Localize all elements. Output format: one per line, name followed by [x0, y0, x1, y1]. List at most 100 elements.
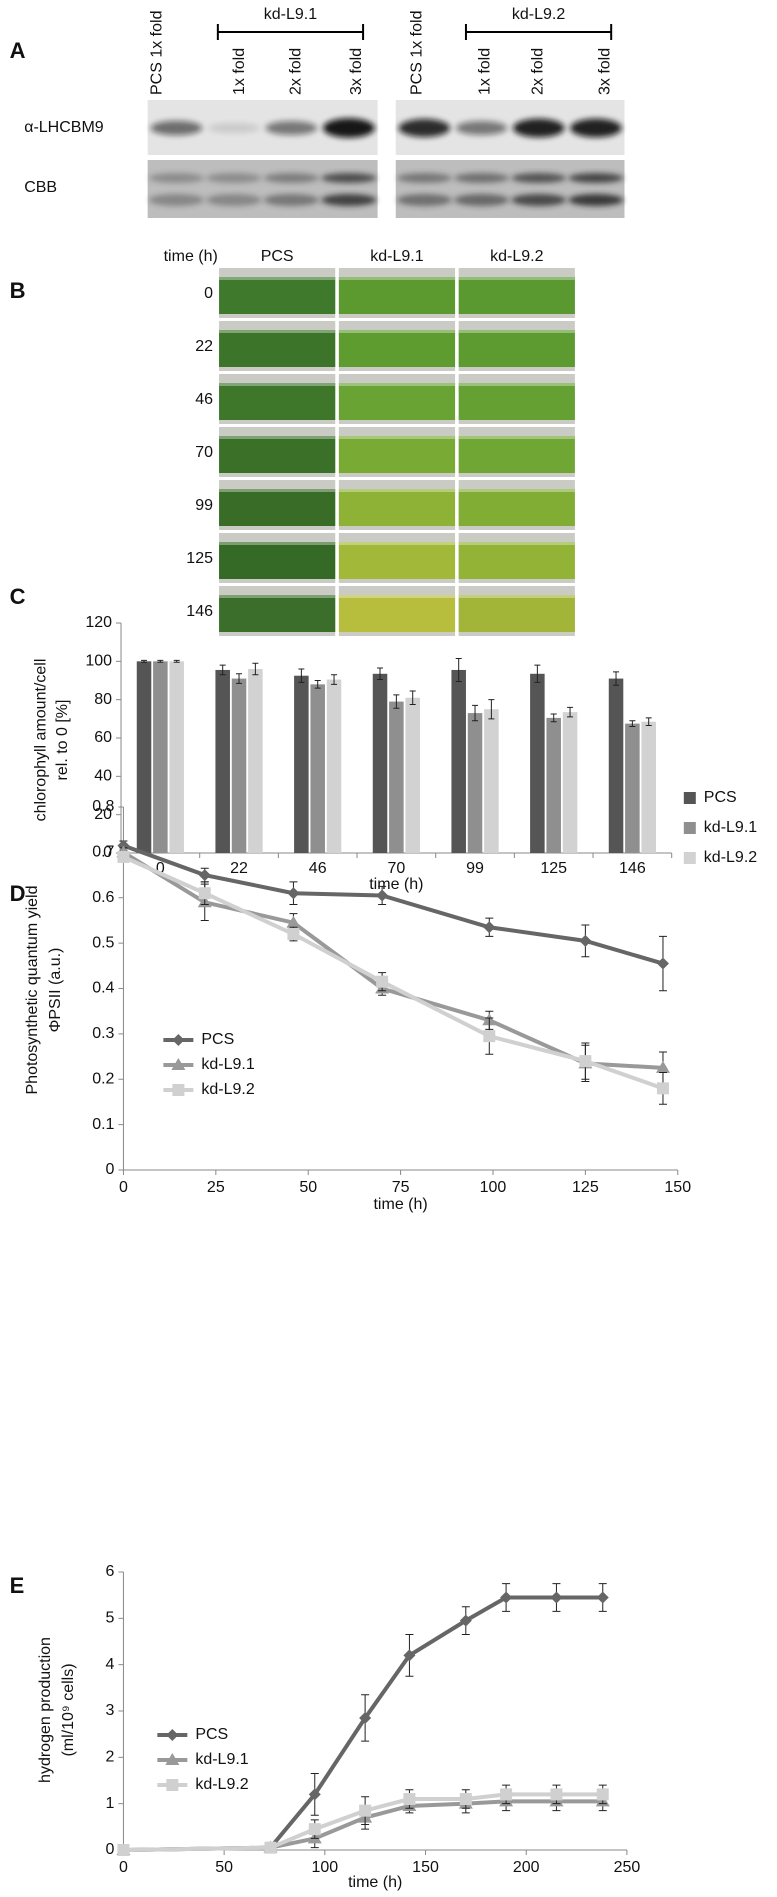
culture-highlight: [338, 489, 456, 492]
cbb-band: [454, 173, 509, 183]
marker: [287, 887, 300, 900]
error-bar: [219, 664, 226, 676]
error-bar: [613, 671, 620, 686]
culture-highlight: [338, 436, 456, 439]
y-tick-label: 80: [94, 691, 112, 708]
y-tick-label: 0: [106, 1161, 115, 1178]
culture-highlight: [458, 383, 575, 386]
bar: [294, 675, 309, 853]
x-tick-label: 0: [156, 860, 165, 877]
culture-photo: [458, 595, 575, 632]
y-tick-label: 0.1: [92, 1116, 114, 1133]
bar: [641, 721, 656, 853]
culture-highlight: [338, 330, 456, 333]
bar: [546, 717, 561, 853]
marker: [483, 921, 496, 934]
legend-label: PCS: [195, 1726, 228, 1743]
column-label: kd-L9.2: [490, 248, 543, 265]
culture-highlight: [219, 489, 336, 492]
culture-photo: [219, 542, 336, 579]
error-bar: [331, 674, 338, 685]
marker: [550, 1591, 563, 1604]
x-tick-label: 75: [392, 1179, 410, 1196]
panel-letter: A: [10, 38, 26, 63]
bar: [215, 669, 230, 853]
error-bar: [236, 673, 243, 684]
bar: [530, 673, 545, 853]
marker: [459, 1793, 472, 1806]
x-tick-label: 99: [466, 860, 484, 877]
marker: [596, 1788, 609, 1801]
y-tick-label: 0.2: [92, 1070, 114, 1087]
bar: [562, 712, 578, 853]
error-bar: [550, 713, 557, 723]
culture-photo: [219, 330, 336, 367]
marker: [500, 1591, 513, 1604]
y-axis-title: rel. to 0 [%]: [54, 700, 71, 781]
error-bar: [252, 662, 259, 676]
lane-label: 3x fold: [596, 48, 613, 95]
marker: [198, 887, 211, 900]
legend-swatch: [683, 852, 696, 864]
x-tick-label: 25: [207, 1179, 225, 1196]
marker: [579, 934, 592, 947]
lane-label: PCS 1x fold: [149, 11, 166, 95]
error-bar: [534, 664, 541, 683]
culture-photo: [458, 330, 575, 367]
row-label: 146: [186, 603, 213, 620]
culture-highlight: [458, 542, 575, 545]
culture-photo: [458, 489, 575, 526]
y-axis-title: (ml/10⁹ cells): [60, 1663, 77, 1756]
marker: [459, 1614, 472, 1627]
protein-band: [570, 118, 622, 138]
blot-image: [147, 160, 378, 218]
x-tick-label: 46: [309, 860, 327, 877]
legend-label: kd-L9.1: [704, 819, 757, 836]
culture-photo: [338, 542, 456, 579]
marker: [198, 869, 211, 882]
bar: [136, 661, 152, 853]
cbb-band: [396, 194, 452, 206]
y-tick-label: 0.3: [92, 1025, 114, 1042]
marker: [172, 1034, 185, 1046]
marker: [166, 1779, 179, 1791]
bar: [231, 678, 247, 853]
culture-highlight: [219, 595, 336, 598]
culture-photo: [458, 436, 575, 473]
error-bar: [141, 659, 148, 663]
panel-letter: B: [10, 278, 26, 303]
y-axis-title: chlorophyll amount/cell: [32, 659, 49, 822]
y-tick-label: 2: [106, 1749, 115, 1766]
culture-highlight: [458, 277, 575, 280]
marker: [483, 1030, 496, 1043]
y-tick-label: 0.8: [92, 798, 114, 815]
x-tick-label: 150: [664, 1179, 691, 1196]
y-tick-label: 0.4: [92, 980, 114, 997]
x-tick-label: 250: [614, 1859, 641, 1876]
culture-photo: [219, 436, 336, 473]
y-tick-label: 20: [94, 806, 112, 823]
marker: [287, 928, 300, 941]
marker: [376, 975, 389, 988]
row-label: 125: [186, 550, 213, 567]
legend-label: kd-L9.2: [195, 1776, 248, 1793]
y-tick-label: 120: [85, 614, 112, 631]
error-bar: [629, 720, 636, 727]
culture-highlight: [458, 595, 575, 598]
protein-band: [398, 118, 451, 138]
legend-swatch: [683, 792, 696, 804]
culture-highlight: [338, 277, 456, 280]
y-tick-label: 3: [106, 1702, 115, 1719]
culture-photo: [338, 277, 456, 314]
legend-label: kd-L9.2: [704, 849, 757, 866]
protein-band: [150, 120, 203, 136]
marker: [165, 1753, 180, 1765]
culture-highlight: [338, 383, 456, 386]
lane-label: 2x fold: [530, 48, 547, 95]
cbb-band: [148, 173, 204, 183]
error-bar: [314, 680, 321, 689]
x-axis-title: time (h): [369, 876, 423, 893]
bar: [153, 661, 168, 853]
protein-band: [208, 123, 260, 133]
